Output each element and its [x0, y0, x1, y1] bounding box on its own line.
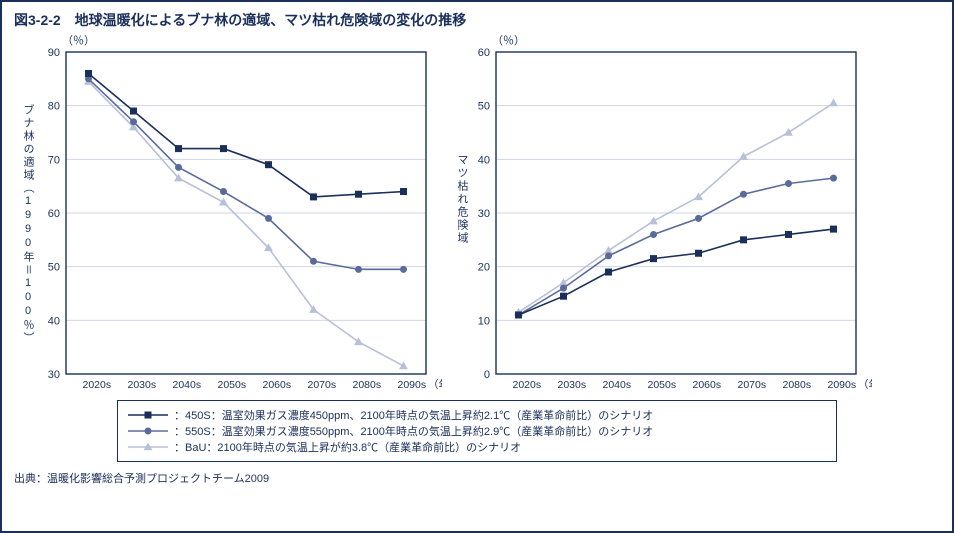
svg-text:70: 70	[48, 154, 60, 166]
svg-text:30: 30	[478, 208, 490, 220]
svg-text:2030s: 2030s	[558, 379, 587, 391]
legend-row-s550: ：550S：温室効果ガス濃度550ppm、2100年時点の気温上昇約2.9℃（産…	[128, 423, 826, 439]
svg-text:2080s: 2080s	[783, 379, 812, 391]
svg-text:2090s: 2090s	[398, 379, 427, 391]
svg-text:（年代）: （年代）	[428, 378, 442, 391]
svg-text:50: 50	[48, 262, 60, 274]
svg-text:2040s: 2040s	[173, 379, 202, 391]
svg-text:2040s: 2040s	[603, 379, 632, 391]
figure-container: 図3-2-2 地球温暖化によるブナ林の適域、マツ枯れ危険域の変化の推移 （％） …	[0, 0, 954, 533]
svg-text:20: 20	[478, 262, 490, 274]
legend-box: ：450S：温室効果ガス濃度450ppm、2100年時点の気温上昇約2.1℃（産…	[117, 400, 837, 462]
legend-label: ：550S：温室効果ガス濃度550ppm、2100年時点の気温上昇約2.9℃（産…	[174, 423, 653, 439]
svg-text:2060s: 2060s	[693, 379, 722, 391]
source-text: 出典：温暖化影響総合予測プロジェクトチーム2009	[2, 462, 952, 486]
left-chart-wrap: （％） ブナ林の適域（1990年＝100％） 30 40 50 60 70 80 90 202…	[22, 34, 442, 394]
svg-text:2050s: 2050s	[648, 379, 677, 391]
left-chart-svg: 30 40 50 60 70 80 90 2020s 2030s 2040s 2050s 2060s 2…	[22, 34, 442, 394]
legend-row-s450: ：450S：温室効果ガス濃度450ppm、2100年時点の気温上昇約2.1℃（産…	[128, 407, 826, 423]
svg-text:60: 60	[478, 47, 490, 59]
svg-text:40: 40	[48, 315, 60, 327]
svg-text:60: 60	[48, 208, 60, 220]
svg-text:2030s: 2030s	[128, 379, 157, 391]
svg-text:2070s: 2070s	[738, 379, 767, 391]
svg-text:40: 40	[478, 154, 490, 166]
svg-text:80: 80	[48, 101, 60, 113]
legend-label: ：BaU：2100年時点の気温上昇が約3.8℃（産業革命前比）のシナリオ	[174, 439, 521, 455]
legend-label: ：450S：温室効果ガス濃度450ppm、2100年時点の気温上昇約2.1℃（産…	[174, 407, 653, 423]
right-y-unit: （％）	[492, 32, 525, 48]
right-y-label: マツ枯れ危険域	[454, 154, 470, 245]
svg-text:2050s: 2050s	[218, 379, 247, 391]
legend-swatch-s450	[128, 409, 168, 421]
legend-swatch-s550	[128, 425, 168, 437]
svg-text:90: 90	[48, 47, 60, 59]
svg-text:2060s: 2060s	[263, 379, 292, 391]
legend-swatch-bau	[128, 441, 168, 453]
left-y-unit: （％）	[62, 32, 95, 48]
svg-text:2070s: 2070s	[308, 379, 337, 391]
right-chart-svg: 0 10 20 30 40 50 60 2020s 2030s 2040s 2050s 2060s 20…	[452, 34, 872, 394]
figure-title: 図3-2-2 地球温暖化によるブナ林の適域、マツ枯れ危険域の変化の推移	[2, 2, 952, 34]
svg-text:10: 10	[478, 315, 490, 327]
svg-text:0: 0	[484, 369, 490, 381]
svg-text:50: 50	[478, 101, 490, 113]
svg-text:2020s: 2020s	[513, 379, 542, 391]
svg-text:（年代）: （年代）	[858, 378, 872, 391]
charts-row: （％） ブナ林の適域（1990年＝100％） 30405060708090202…	[2, 34, 952, 394]
svg-text:2020s: 2020s	[83, 379, 112, 391]
left-y-label: ブナ林の適域（1990年＝100％）	[20, 104, 36, 345]
legend-row-bau: ：BaU：2100年時点の気温上昇が約3.8℃（産業革命前比）のシナリオ	[128, 439, 826, 455]
svg-text:2090s: 2090s	[828, 379, 857, 391]
svg-text:30: 30	[48, 369, 60, 381]
svg-text:2080s: 2080s	[353, 379, 382, 391]
right-chart-wrap: （％） マツ枯れ危険域 0 10 20 30 40 50 60 2020s 2030s 2040s…	[452, 34, 872, 394]
